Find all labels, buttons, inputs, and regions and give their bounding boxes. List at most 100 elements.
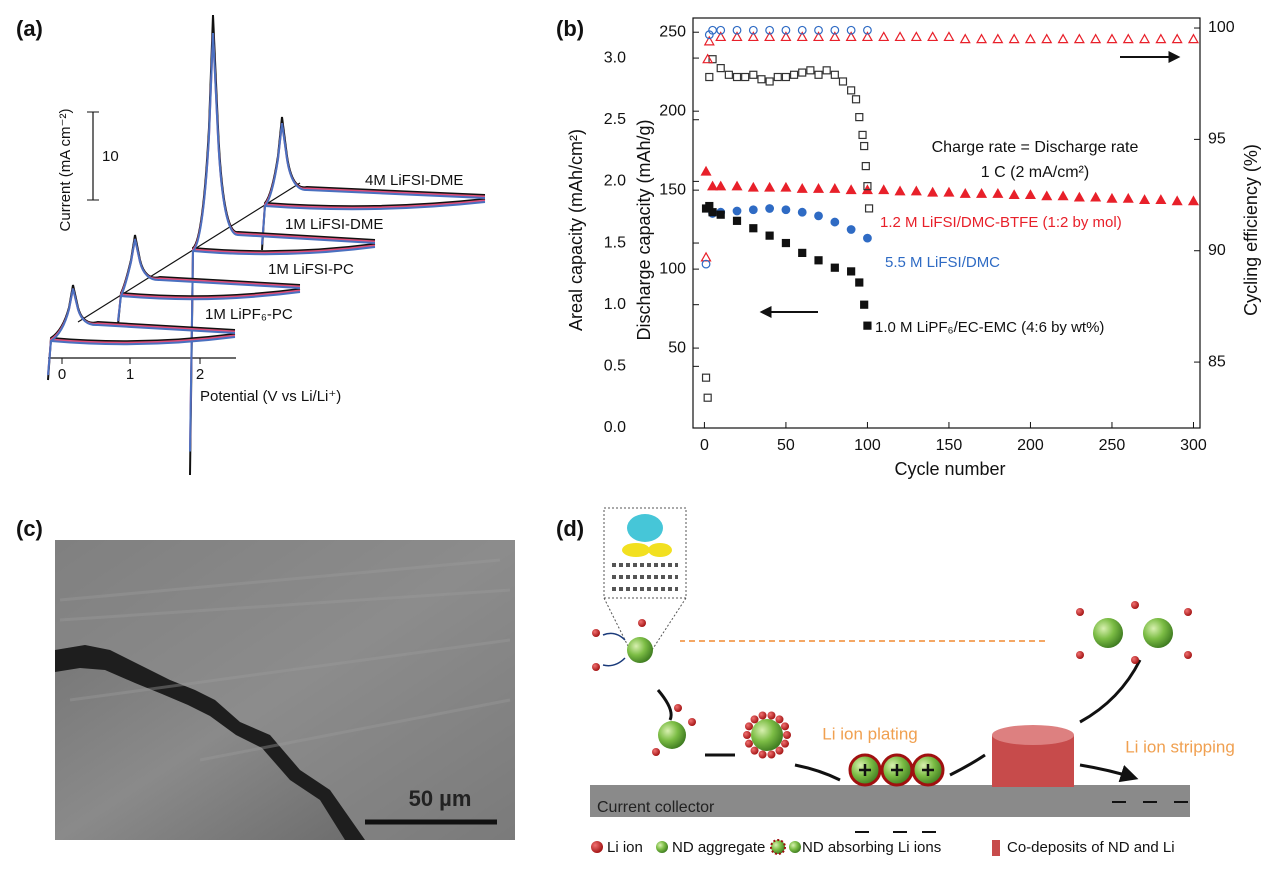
point: [732, 72, 742, 82]
annotation: 1 C (2 mA/cm²): [981, 164, 1089, 181]
charge-sign: [855, 801, 1188, 833]
point: [814, 25, 823, 35]
point: [707, 180, 719, 191]
point: [1139, 33, 1151, 44]
cv-curve: [261, 123, 486, 245]
panel-a: Current (mA cm⁻²) 10 Potential (V vs Li/…: [47, 14, 486, 476]
li-ion: [638, 619, 646, 627]
x-tick-label: 250: [1099, 437, 1126, 454]
point: [797, 25, 807, 35]
point: [1073, 191, 1085, 202]
current-collector: [590, 785, 1190, 817]
point: [741, 72, 750, 82]
point: [863, 321, 872, 330]
y-tick-label: 100: [659, 260, 686, 277]
li-ion: [758, 750, 767, 759]
y-tick-label: 0.5: [604, 358, 626, 375]
point: [1041, 190, 1053, 201]
point: [765, 77, 774, 86]
point: [1171, 33, 1183, 44]
legend-label: Co-deposits of ND and Li: [1007, 839, 1175, 856]
point: [1024, 33, 1036, 44]
y-tick-label: 0.0: [604, 419, 626, 436]
point: [732, 206, 742, 216]
legend-label: Li ion: [607, 839, 643, 856]
point: [1090, 191, 1102, 202]
y-axis-title: Areal capacity (mAh/cm²): [566, 129, 586, 331]
nd-aggregate: [751, 719, 783, 751]
series-label: 5.5 M LiFSI/DMC: [885, 254, 1000, 271]
y-axis-title: Current (mA cm⁻²): [57, 109, 74, 232]
y-tick-label: 50: [668, 339, 686, 356]
point: [731, 180, 743, 191]
nd-aggregate: [658, 721, 686, 749]
point: [747, 31, 759, 42]
series-label: 1.2 M LiFSI/DMC-BTFE (1:2 by mol): [880, 214, 1122, 231]
li-ion: [1184, 651, 1192, 659]
panel-d: Current collector Li ion plating Li ion …: [590, 507, 1235, 856]
legend-icon: [770, 839, 786, 855]
point: [858, 130, 867, 140]
y-tick-label: 2.5: [604, 111, 626, 128]
point: [705, 72, 714, 82]
point: [765, 25, 775, 35]
point: [1106, 192, 1118, 203]
nd-aggregate: [1143, 618, 1173, 648]
point: [731, 31, 743, 42]
legend-label: ND absorbing Li ions: [802, 839, 941, 856]
point: [860, 300, 869, 309]
y-tick-label: 1.0: [604, 296, 626, 313]
point: [1024, 189, 1036, 200]
point: [781, 205, 791, 215]
li-ion: [591, 841, 603, 853]
li-ion: [592, 629, 600, 637]
li-ion: [1076, 608, 1084, 616]
point: [992, 187, 1004, 198]
process-arrow: [656, 659, 1140, 780]
point: [927, 31, 939, 42]
point: [855, 113, 864, 122]
point: [830, 70, 839, 79]
point: [814, 256, 823, 265]
scale-label: 10: [102, 148, 119, 165]
point: [1106, 33, 1118, 44]
nd-aggregate: [656, 841, 668, 853]
point: [830, 263, 839, 272]
li-ion: [1076, 651, 1084, 659]
guide-line: [77, 182, 301, 323]
point: [1139, 194, 1151, 204]
point: [708, 208, 717, 217]
point: [716, 64, 725, 73]
cv-curve: [189, 32, 376, 452]
point: [749, 70, 758, 79]
curve-label: 1M LiPF₆-PC: [205, 306, 293, 323]
point: [878, 184, 890, 195]
point: [863, 182, 872, 191]
point: [1090, 33, 1102, 44]
cv-curve: [47, 288, 236, 376]
point: [845, 31, 857, 42]
point: [1171, 195, 1183, 206]
point: [846, 25, 856, 35]
panel-label: (a): [16, 16, 43, 41]
legend-swatch: [992, 840, 1000, 856]
point: [716, 25, 726, 35]
point: [829, 183, 841, 193]
point: [773, 72, 782, 82]
point: [764, 31, 776, 42]
x-tick-label: 0: [700, 437, 709, 454]
li-ion: [1131, 656, 1139, 664]
nd-aggregate: [789, 841, 801, 853]
plus-sign: [891, 764, 903, 776]
point: [798, 248, 807, 258]
x-tick-label: 100: [854, 437, 881, 454]
y-tick-label: 100: [1208, 19, 1235, 36]
point: [797, 207, 807, 217]
point: [976, 187, 988, 198]
point: [861, 31, 873, 42]
li-ion: [674, 704, 682, 712]
point: [1122, 33, 1134, 44]
li-ion: [783, 731, 791, 739]
li-ion: [775, 746, 784, 755]
point: [789, 70, 799, 79]
